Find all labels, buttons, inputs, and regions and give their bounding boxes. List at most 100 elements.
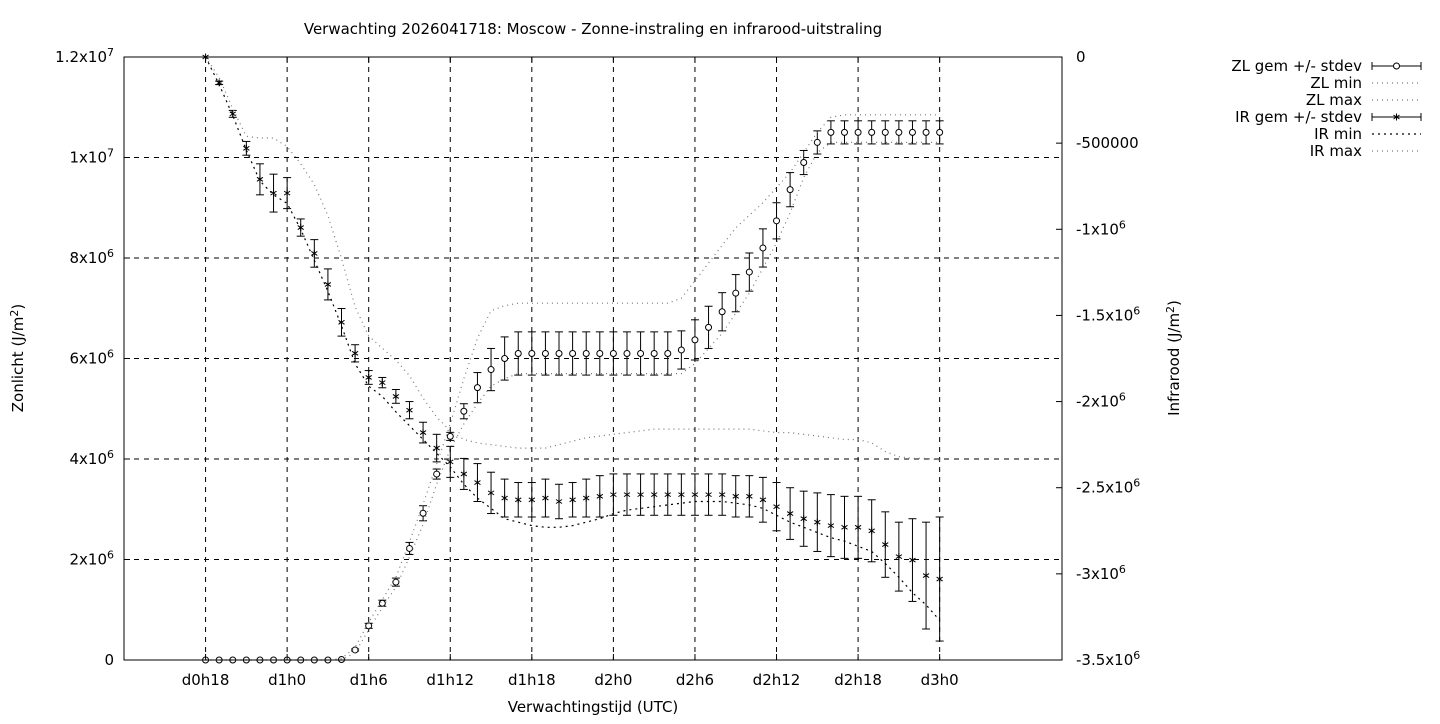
star-stroke: [637, 492, 644, 498]
series-ir-gem-stdev: [202, 53, 944, 642]
star-stroke: [678, 492, 685, 498]
data-point: [854, 523, 862, 531]
legend-marker: [1393, 113, 1400, 121]
star-stroke: [664, 492, 672, 498]
data-point: [705, 323, 713, 331]
legend-label: ZL min: [1310, 74, 1362, 92]
y-tick-label: 2x106: [69, 549, 114, 569]
x-axis-title: Verwachtingstijd (UTC): [508, 698, 679, 716]
data-point: [827, 128, 835, 136]
data-point: [542, 494, 549, 502]
series-line: [205, 56, 940, 461]
data-point: [514, 349, 522, 357]
data-point: [746, 492, 753, 500]
star-stroke: [786, 511, 794, 516]
data-point: [419, 429, 427, 437]
data-point: [569, 349, 577, 357]
legend-label: ZL max: [1306, 91, 1362, 109]
star-stroke: [895, 554, 903, 560]
x-tick-label: d2h12: [753, 671, 801, 689]
data-point: [487, 366, 495, 374]
star-stroke: [338, 319, 345, 325]
y2-tick-label: -2x106: [1076, 391, 1126, 411]
data-point: [623, 349, 631, 357]
data-point: [881, 541, 889, 549]
data-point: [881, 128, 889, 136]
star-stroke: [379, 380, 386, 386]
data-point: [555, 349, 563, 357]
y2-tick-label: -1.5x106: [1076, 304, 1140, 324]
legend-label: ZL gem +/- stdev: [1231, 57, 1362, 75]
data-point: [705, 491, 712, 499]
star-stroke: [474, 480, 481, 485]
grid-lines: [124, 57, 1062, 660]
series-zl-gem-stdev: [202, 120, 944, 664]
data-point: [650, 491, 658, 499]
data-point: [446, 458, 454, 466]
data-point: [718, 308, 726, 316]
data-point: [541, 349, 549, 357]
data-point: [637, 349, 645, 357]
data-point: [908, 128, 916, 136]
x-tick-label: d2h18: [834, 671, 882, 689]
data-point: [392, 578, 400, 586]
data-point: [446, 432, 454, 440]
series-layer: [202, 53, 944, 664]
data-point: [664, 349, 672, 357]
series-line: [205, 141, 940, 661]
series-ir-max: [205, 56, 940, 461]
data-point: [324, 280, 332, 288]
data-point: [528, 496, 536, 504]
star-stroke: [351, 350, 359, 356]
data-point: [582, 494, 590, 502]
data-point: [297, 224, 305, 232]
data-point: [365, 373, 372, 381]
star-stroke: [433, 445, 440, 451]
data-point: [786, 510, 794, 518]
data-point: [338, 655, 346, 663]
star-stroke: [718, 492, 726, 498]
data-point: [677, 346, 685, 354]
series-ir-min: [205, 56, 941, 621]
data-point: [433, 470, 441, 478]
star-stroke: [596, 493, 604, 499]
legend-marker: [1393, 62, 1400, 70]
data-point: [351, 349, 359, 357]
data-point: [664, 491, 672, 499]
data-point: [378, 599, 386, 607]
data-point: [732, 492, 740, 500]
data-point: [841, 523, 848, 531]
series-line: [205, 56, 941, 621]
data-point: [936, 575, 943, 583]
data-point: [270, 189, 277, 197]
x-tick-label: d0h18: [182, 671, 230, 689]
data-point: [433, 444, 440, 452]
star-stroke: [705, 492, 712, 498]
data-point: [745, 268, 753, 276]
data-point: [379, 379, 386, 387]
data-point: [460, 407, 468, 415]
star-stroke: [243, 145, 250, 151]
data-point: [786, 186, 794, 194]
star-stroke: [555, 499, 563, 504]
data-point: [283, 189, 291, 197]
star-stroke: [365, 375, 372, 380]
x-tick-label: d2h0: [594, 671, 632, 689]
data-point: [732, 289, 740, 297]
data-point: [338, 318, 345, 326]
star-stroke: [569, 497, 576, 503]
data-point: [868, 527, 875, 535]
star-stroke: [746, 493, 753, 499]
star-stroke: [446, 459, 454, 465]
y-tick-label: 0: [104, 651, 114, 669]
data-point: [678, 491, 685, 499]
data-point: [351, 646, 359, 654]
data-point: [596, 492, 604, 500]
series-zl-min: [205, 141, 940, 661]
axis-layer: d0h18 d1h0 d1h6 d1h12 d1h18 d2h0 d2h6 d2h12 d2h1…: [55, 46, 1140, 689]
data-point: [637, 491, 644, 499]
y2-axis-title: Infrarood (J/m2): [1164, 300, 1183, 416]
